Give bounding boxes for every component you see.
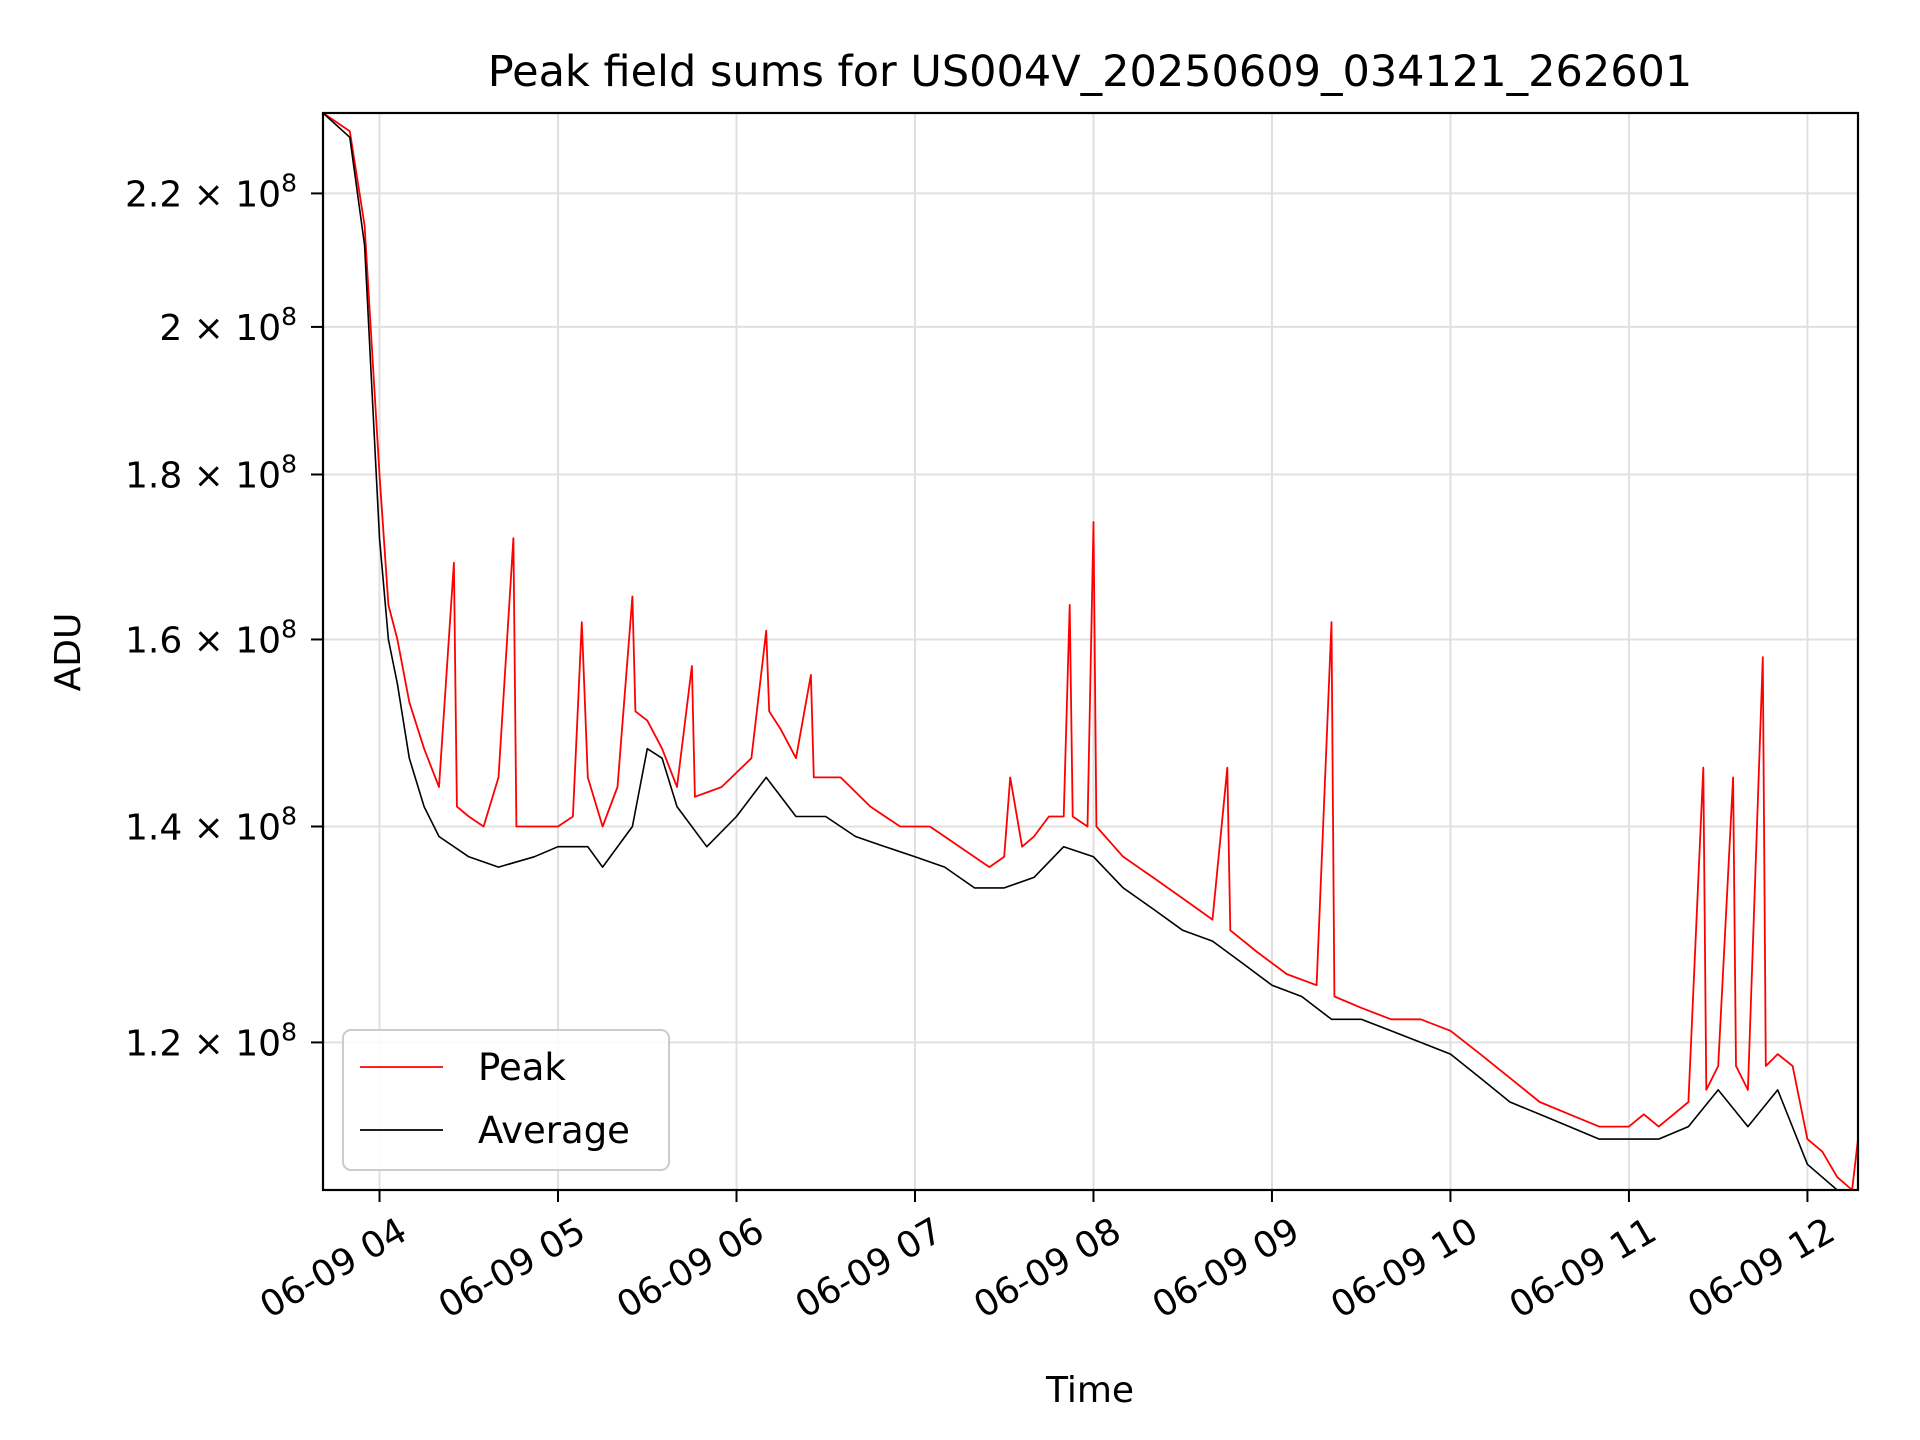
chart-title: Peak field sums for US004V_20250609_0341…	[488, 47, 1693, 97]
y-tick-label: 2 × 108	[159, 302, 297, 349]
legend-average-label: Average	[478, 1109, 630, 1152]
grid	[323, 113, 1858, 1190]
x-axis-label: Time	[1045, 1370, 1134, 1411]
plot-frame	[321, 111, 1860, 1192]
series-line-average	[322, 112, 1859, 1191]
y-tick-label: 1.6 × 108	[125, 614, 297, 661]
y-tick-label: 1.4 × 108	[125, 802, 297, 849]
y-axis-label: ADU	[48, 613, 89, 692]
y-tick-label: 1.8 × 108	[125, 449, 297, 496]
series-line-peak	[322, 112, 1859, 1191]
legend: Peak Average	[342, 1029, 670, 1171]
y-tick-label: 1.2 × 108	[125, 1017, 297, 1064]
y-tick-label: 2.2 × 108	[125, 168, 297, 215]
y-axis-ticks: 1.2 × 108 1.4 × 108 1.6 × 108 1.8 × 108 2 × …	[125, 168, 323, 1064]
legend-box	[342, 1029, 670, 1171]
series-layer	[322, 112, 1859, 1191]
legend-peak-label: Peak	[478, 1046, 566, 1089]
